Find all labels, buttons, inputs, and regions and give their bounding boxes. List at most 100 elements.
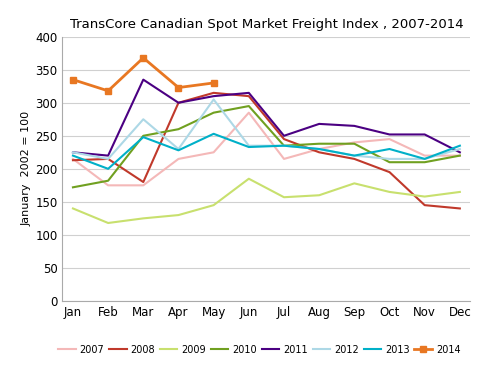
2012 bbox=[386, 157, 392, 161]
2013 bbox=[211, 132, 216, 136]
2008 bbox=[351, 157, 357, 161]
2009 bbox=[457, 190, 463, 194]
2011 bbox=[422, 132, 428, 137]
2009 bbox=[281, 195, 287, 199]
2007 bbox=[211, 150, 216, 155]
2007 bbox=[316, 147, 322, 151]
2012 bbox=[422, 157, 428, 161]
2013 bbox=[105, 167, 111, 171]
2010 bbox=[281, 143, 287, 148]
2012 bbox=[281, 143, 287, 148]
2012 bbox=[211, 97, 216, 102]
2013 bbox=[176, 148, 181, 153]
2014 bbox=[70, 77, 76, 82]
2009 bbox=[246, 177, 252, 181]
2008 bbox=[70, 158, 76, 163]
2007 bbox=[457, 153, 463, 158]
2011 bbox=[457, 150, 463, 155]
2013 bbox=[316, 147, 322, 151]
2007 bbox=[386, 137, 392, 141]
Line: 2012: 2012 bbox=[73, 99, 460, 159]
2008 bbox=[457, 206, 463, 211]
2010 bbox=[105, 178, 111, 183]
2007 bbox=[141, 183, 146, 188]
2014 bbox=[176, 86, 181, 90]
2008 bbox=[316, 150, 322, 155]
2009 bbox=[105, 221, 111, 225]
2012 bbox=[316, 147, 322, 151]
Title: TransCore Canadian Spot Market Freight Index , 2007-2014: TransCore Canadian Spot Market Freight I… bbox=[70, 18, 463, 31]
2011 bbox=[351, 124, 357, 128]
2011 bbox=[105, 153, 111, 158]
2012 bbox=[105, 157, 111, 161]
2011 bbox=[141, 77, 146, 82]
2008 bbox=[386, 170, 392, 174]
Line: 2009: 2009 bbox=[73, 179, 460, 223]
2009 bbox=[316, 193, 322, 197]
2010 bbox=[351, 142, 357, 146]
2013 bbox=[386, 147, 392, 151]
2009 bbox=[176, 213, 181, 217]
2011 bbox=[386, 132, 392, 137]
2011 bbox=[70, 150, 76, 155]
2013 bbox=[141, 135, 146, 139]
2007 bbox=[281, 157, 287, 161]
2010 bbox=[316, 142, 322, 146]
2007 bbox=[351, 140, 357, 145]
2013 bbox=[351, 153, 357, 158]
2009 bbox=[386, 190, 392, 194]
2014 bbox=[211, 81, 216, 85]
2009 bbox=[422, 195, 428, 199]
2010 bbox=[457, 153, 463, 158]
2012 bbox=[351, 153, 357, 158]
2008 bbox=[141, 180, 146, 184]
Line: 2014: 2014 bbox=[70, 54, 217, 94]
2007 bbox=[422, 153, 428, 158]
2008 bbox=[422, 203, 428, 207]
Line: 2007: 2007 bbox=[73, 113, 460, 185]
2011 bbox=[211, 94, 216, 98]
2009 bbox=[211, 203, 216, 207]
2013 bbox=[422, 157, 428, 161]
2013 bbox=[281, 143, 287, 148]
2013 bbox=[70, 153, 76, 158]
2009 bbox=[351, 181, 357, 186]
2011 bbox=[316, 122, 322, 126]
Line: 2010: 2010 bbox=[73, 106, 460, 187]
2008 bbox=[246, 94, 252, 98]
2011 bbox=[281, 134, 287, 138]
2010 bbox=[422, 160, 428, 164]
2010 bbox=[246, 104, 252, 108]
2007 bbox=[105, 183, 111, 188]
2012 bbox=[457, 147, 463, 151]
2010 bbox=[176, 127, 181, 131]
2013 bbox=[457, 143, 463, 148]
Line: 2013: 2013 bbox=[73, 134, 460, 169]
2008 bbox=[176, 101, 181, 105]
2007 bbox=[176, 157, 181, 161]
2012 bbox=[70, 150, 76, 155]
2010 bbox=[141, 134, 146, 138]
2012 bbox=[141, 117, 146, 121]
2010 bbox=[211, 110, 216, 115]
2011 bbox=[176, 101, 181, 105]
2014 bbox=[141, 56, 146, 60]
2008 bbox=[281, 137, 287, 141]
2008 bbox=[105, 157, 111, 161]
Line: 2011: 2011 bbox=[73, 80, 460, 156]
2012 bbox=[246, 143, 252, 148]
2007 bbox=[246, 110, 252, 115]
2010 bbox=[386, 160, 392, 164]
Legend: 2007, 2008, 2009, 2010, 2011, 2012, 2013, 2014: 2007, 2008, 2009, 2010, 2011, 2012, 2013… bbox=[54, 341, 464, 359]
2013 bbox=[246, 145, 252, 149]
2008 bbox=[211, 91, 216, 95]
2010 bbox=[70, 185, 76, 189]
2009 bbox=[141, 216, 146, 221]
2009 bbox=[70, 206, 76, 211]
Y-axis label: January  2002 = 100: January 2002 = 100 bbox=[21, 111, 31, 226]
2011 bbox=[246, 91, 252, 95]
2012 bbox=[176, 147, 181, 151]
2014 bbox=[105, 89, 111, 93]
2007 bbox=[70, 157, 76, 161]
Line: 2008: 2008 bbox=[73, 93, 460, 208]
